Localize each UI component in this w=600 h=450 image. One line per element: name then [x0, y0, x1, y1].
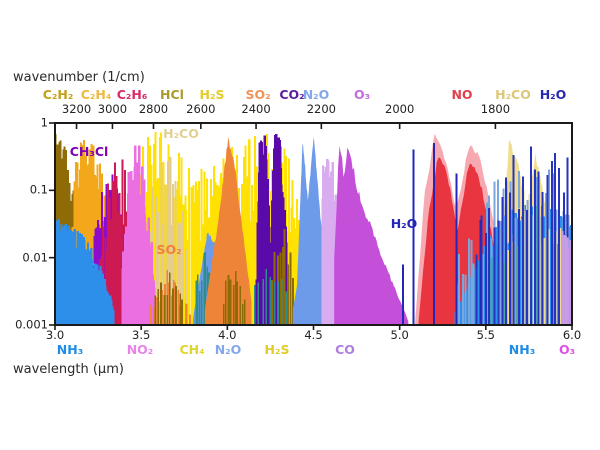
molecule-label-bottom-NH3: NH₃ [508, 342, 536, 357]
molecule-label-bottom-N2O: N₂O [214, 342, 242, 357]
band-n2o-main [296, 137, 326, 325]
molecule-label-top-C2H: C₂H₆ [116, 87, 148, 102]
bottom-tick-label-40: 4.0 [218, 328, 237, 342]
bottom-tick-label-45: 4.5 [304, 328, 323, 342]
molecule-label-top-N2O: N₂O [302, 87, 330, 102]
band-o3-pale [321, 158, 342, 325]
molecule-label-top-SO2: SO₂ [245, 87, 271, 102]
band-h2o-navy [475, 146, 573, 325]
band-hcl-lines-b [222, 271, 246, 325]
band-o3-right [560, 230, 574, 325]
band-hcl-lines-a [154, 272, 183, 325]
band-co-band [334, 146, 409, 325]
inner-label-CH3Cl: CH₃Cl [69, 143, 109, 159]
band-h2o-spikes [402, 143, 482, 325]
bottom-tick-label-60: 6.0 [562, 328, 582, 342]
molecule-label-bottom-CO: CO [335, 342, 355, 357]
top-tick-label-2400: 2400 [241, 102, 271, 116]
inner-label-SO2: SO₂ [156, 241, 182, 257]
band-no2 [121, 145, 156, 325]
molecule-label-bottom-CH4: CH₄ [179, 342, 205, 357]
molecule-label-top-CO2: CO₂ [279, 87, 305, 102]
band-teal-2 [254, 269, 287, 325]
bottom-tick-label-35: 3.5 [132, 328, 151, 342]
top-tick-label-1800: 1800 [480, 102, 511, 116]
inner-label-H2CO: H₂CO [163, 125, 199, 141]
top-tick-label-3200: 3200 [61, 102, 92, 116]
top-tick-label-2000: 2000 [385, 102, 415, 116]
bottom-axis-title: wavelength (μm) [13, 362, 124, 377]
molecule-label-top-C2H2: C₂H₂ [42, 87, 74, 102]
spectra-bands [53, 132, 574, 325]
bottom-tick-label-50: 5.0 [390, 328, 409, 342]
top-tick-label-2800: 2800 [138, 102, 169, 116]
molecule-label-bottom-NH3: NH₃ [56, 342, 84, 357]
inner-label-H2O: H₂O [390, 215, 418, 231]
y-tick-label-1: 1 [40, 115, 48, 130]
molecule-label-bottom-NO2: NO₂ [126, 342, 154, 357]
top-tick-label-2600: 2600 [186, 102, 216, 116]
molecule-label-top-H2S: H₂S [199, 87, 225, 102]
plot-border [54, 122, 573, 326]
y-tick-label-001: 0.01 [22, 249, 48, 264]
molecule-label-top-HCl: HCl [160, 87, 184, 102]
y-tick-label-01: 0.1 [29, 182, 48, 197]
molecule-label-bottom-H2S: H₂S [264, 342, 290, 357]
molecule-label-top-NO: NO [451, 87, 473, 102]
band-nh3-left [53, 218, 115, 325]
molecule-label-top-O3: O₃ [353, 87, 371, 102]
top-axis-title: wavenumber (1/cm) [13, 70, 145, 85]
y-tick-label-0001: 0.001 [15, 317, 48, 332]
spectra-plot [49, 122, 574, 330]
bottom-tick-label-55: 5.5 [476, 328, 495, 342]
top-tick-label-2200: 2200 [306, 102, 336, 116]
molecule-label-bottom-O3: O₃ [558, 342, 576, 357]
bottom-tick-label-30: 3.0 [45, 328, 65, 342]
molecule-label-top-H2O: H₂O [539, 87, 567, 102]
band-so2-main [204, 136, 252, 325]
top-tick-label-3000: 3000 [97, 102, 128, 116]
molecule-label-top-C2H4: C₂H₄ [80, 87, 112, 102]
molecule-label-top-H2CO: H₂CO [495, 87, 531, 102]
